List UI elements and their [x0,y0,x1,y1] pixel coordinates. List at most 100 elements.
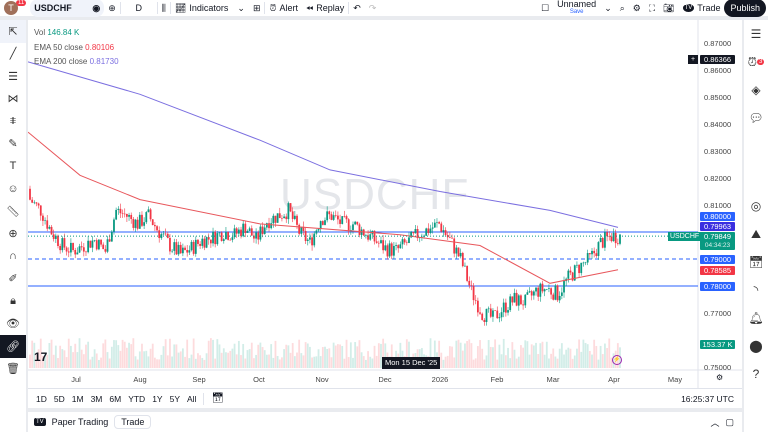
layout-icon[interactable]: ☐ [541,2,550,13]
watchlist-icon[interactable]: ☰ [750,27,762,41]
replay-button[interactable]: ⏪︎ Replay [306,2,345,14]
volume-bar [145,350,148,368]
range-1d[interactable]: 1D [36,393,47,404]
indicators-button[interactable]: 📈︎ Indicators ⌄ [174,2,245,14]
volume-bar [78,338,81,368]
axis-settings-icon[interactable]: ⚙ [716,373,724,382]
alerts-icon[interactable]: ⏰︎ 3 [747,54,765,69]
maximize-icon[interactable]: ▢ [725,416,734,427]
volume-bar [166,355,169,368]
chevron-down-icon[interactable]: ⌄ [237,2,245,13]
zoom-in-icon[interactable]: ⊕ [8,228,18,241]
candle-body [429,228,432,233]
cursor-icon[interactable]: ⇱ [0,20,26,43]
layouts-icon[interactable]: ⊞ [252,2,261,13]
magnet-icon[interactable]: ∩ [9,250,17,263]
candle-body [130,214,133,220]
quick-search-icon[interactable]: ⌕ [619,2,625,13]
clock[interactable]: 16:25:37 UTC [681,393,734,404]
projection-icon[interactable]: ⩨ [9,114,17,127]
avatar[interactable]: T 11 [0,0,30,17]
range-all[interactable]: All [187,393,197,404]
range-ytd[interactable]: YTD [128,393,146,404]
time-label: Aug [133,375,146,384]
trend-line-icon[interactable]: ╱ [9,48,17,61]
hotlist-icon[interactable]: ◎ [750,199,762,213]
volume-bar [481,348,484,368]
goto-date-icon[interactable]: 📅︎ [211,393,225,404]
chart-pane[interactable]: USDCHF Jul Aug Sep Oct Nov Dec 2026 Feb Mar Apr Ma… [28,20,742,408]
volume-bar [507,347,509,368]
candle-body [337,215,339,220]
range-1y[interactable]: 1Y [152,393,163,404]
crosshair-price-tag: 0.86366 [700,55,735,64]
brush-icon[interactable]: ✎ [8,138,18,151]
symbol-search[interactable]: USDCHF ◉ [30,0,105,17]
calendar-icon[interactable]: 📅︎ [748,255,764,269]
volume-bar [360,352,363,368]
chat-icon[interactable]: 💬︎ [748,111,764,125]
volume-bar [63,350,66,368]
lock-draw-icon[interactable]: ✐ [8,273,18,286]
candle-body [578,264,580,274]
volume-bar [298,339,301,368]
eye-icon[interactable]: 👁︎ [6,318,20,331]
eye-icon[interactable]: ◉ [92,2,101,13]
range-6m[interactable]: 6M [109,393,122,404]
range-5d[interactable]: 5D [53,393,65,404]
volume-bar [231,348,234,368]
interval-button[interactable]: D [135,3,143,13]
volume-bar [369,356,372,368]
settings-icon[interactable]: ⚙ [632,2,641,13]
volume-bar [496,359,499,368]
fib-icon[interactable]: ☰ [8,70,18,83]
chevron-up-icon[interactable]: ︿ [710,417,720,428]
emoji-icon[interactable]: ☺ [7,182,19,195]
notifications-icon[interactable]: 🔔︎ [748,311,764,325]
ideas-icon[interactable]: ⛰︎ [750,226,762,241]
streams-icon[interactable]: ◝ [753,283,759,297]
lock-icon[interactable]: 🔒︎ [10,294,16,307]
candle-body [143,222,146,226]
link-icon[interactable]: 🔗︎ [0,335,26,358]
add-alert-icon[interactable]: + [688,55,698,64]
alert-button[interactable]: ⏰︎ Alert [269,2,299,14]
volume-bar [576,348,578,368]
price-tag: 0.79963 [700,222,735,231]
ruler-icon[interactable]: 📏︎ [6,205,20,218]
candle-body [619,234,621,244]
volume-bar [537,354,540,368]
candle-body [138,214,141,229]
camera-icon[interactable]: 📷︎ [663,2,675,13]
trade-tab-button[interactable]: Trade [114,415,152,429]
apps-icon[interactable]: ⬤ [749,339,763,353]
pattern-icon[interactable]: ⋈ [7,93,19,106]
trade-button[interactable]: TV Trade [682,3,721,13]
undo-icon[interactable]: ↶ [353,2,361,13]
layout-name[interactable]: Unnamed Save [557,0,597,15]
add-symbol-icon[interactable]: ⊕ [108,2,116,13]
range-3m[interactable]: 3M [90,393,103,404]
candle-style-icon[interactable]: ⫼ [161,2,166,13]
range-1m[interactable]: 1M [71,393,84,404]
help-icon[interactable]: ? [752,367,760,381]
fullscreen-icon[interactable]: ⛶ [648,2,656,13]
range-5y[interactable]: 5Y [169,393,180,404]
volume-bar [244,358,247,368]
layers-icon[interactable]: ◈ [751,83,761,97]
volume-bar [444,356,447,368]
candle-body [436,222,438,223]
volume-bar [261,347,264,368]
candle-body [431,227,434,229]
volume-bar [384,343,387,368]
volume-bar [390,344,393,368]
chevron-down-icon[interactable]: ⌄ [604,2,612,13]
publish-button[interactable]: Publish [724,0,766,17]
text-icon[interactable]: T [9,160,17,173]
price-chart[interactable]: Jul Aug Sep Oct Nov Dec 2026 Feb Mar Apr May [28,20,742,408]
paper-trading-tab[interactable]: Paper Trading [51,417,109,427]
redo-icon[interactable]: ↷ [368,2,377,13]
volume-bar [440,352,443,368]
event-icon[interactable]: ⚡ [612,355,622,365]
trash-icon[interactable]: 🗑︎ [6,363,20,376]
